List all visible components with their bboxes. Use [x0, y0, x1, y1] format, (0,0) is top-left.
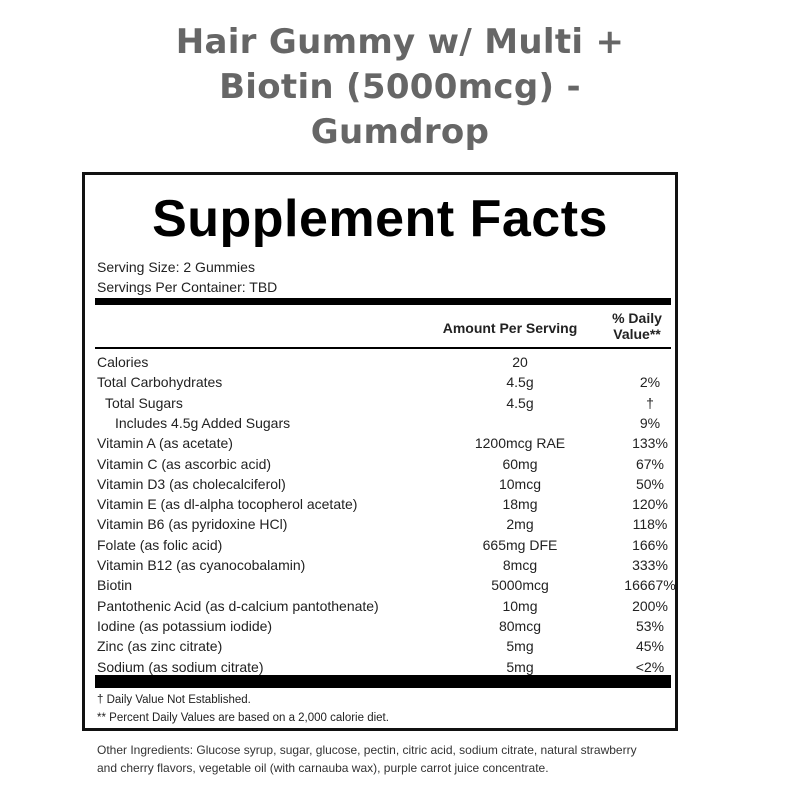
- nutrient-row: Total Carbohydrates 4.5g 2%: [97, 374, 675, 394]
- nutrient-amount: 2mg: [506, 516, 534, 533]
- amount-header: Amount Per Serving: [442, 320, 578, 336]
- nutrient-amount: 5mg: [506, 658, 534, 675]
- nutrient-amount: 80mcg: [498, 617, 542, 634]
- nutrient-daily-value: 16667%: [624, 577, 676, 594]
- nutrient-daily-value: 50%: [635, 475, 665, 492]
- nutrient-amount: 665mg DFE: [482, 536, 558, 553]
- nutrient-name: Calories: [97, 354, 149, 370]
- nutrient-row: Total Sugars 4.5g †: [97, 395, 675, 415]
- nutrient-name: Total Carbohydrates: [97, 374, 223, 391]
- servings-per-container: Servings Per Container: TBD: [97, 279, 278, 295]
- nutrient-amount: 60mg: [502, 455, 538, 472]
- nutrient-daily-value: 166%: [632, 536, 668, 553]
- nutrient-daily-value: 9%: [639, 414, 661, 431]
- nutrient-name: Biotin: [97, 577, 133, 594]
- nutrient-amount: 8mcg: [502, 557, 538, 573]
- nutrient-name: Iodine (as potassium iodide): [97, 617, 273, 634]
- nutrient-row: Calories 20: [97, 354, 675, 374]
- product-title: Hair Gummy w/ Multi + Biotin (5000mcg) -…: [175, 22, 625, 152]
- nutrient-daily-value: †: [646, 394, 654, 411]
- nutrient-daily-value: 333%: [632, 557, 668, 573]
- nutrient-name: Sodium (as sodium citrate): [97, 658, 264, 675]
- divider-thick: [95, 298, 671, 305]
- nutrient-daily-value: 200%: [632, 597, 668, 614]
- nutrient-amount: 5000mcg: [491, 577, 549, 594]
- nutrient-row: Vitamin E (as dl-alpha tocopherol acetat…: [97, 496, 675, 516]
- nutrient-daily-value: 67%: [635, 455, 665, 472]
- nutrient-row: Folate (as folic acid) 665mg DFE 166%: [97, 537, 675, 557]
- footnote-dagger: † Daily Value Not Established.: [97, 694, 251, 706]
- nutrient-daily-value: 53%: [635, 617, 665, 634]
- nutrient-name: Zinc (as zinc citrate): [97, 638, 223, 655]
- nutrient-daily-value: 133%: [632, 435, 668, 452]
- daily-value-header: % Daily Value**: [612, 310, 662, 342]
- nutrient-amount: 10mg: [502, 597, 538, 614]
- nutrient-name: Pantothenic Acid (as d-calcium pantothen…: [97, 597, 379, 614]
- serving-size: Serving Size: 2 Gummies: [97, 259, 255, 275]
- divider-thin: [95, 347, 671, 349]
- nutrient-row: Iodine (as potassium iodide) 80mcg 53%: [97, 618, 675, 638]
- nutrient-name: Folate (as folic acid): [97, 536, 223, 553]
- nutrient-row: Vitamin A (as acetate) 1200mcg RAE 133%: [97, 435, 675, 455]
- nutrient-amount: 4.5g: [506, 374, 534, 391]
- nutrient-name: Vitamin E (as dl-alpha tocopherol acetat…: [97, 496, 358, 513]
- nutrient-row: Sodium (as sodium citrate) 5mg <2%: [97, 659, 675, 679]
- nutrient-row: Includes 4.5g Added Sugars 9%: [97, 415, 675, 435]
- nutrient-name: Vitamin B6 (as pyridoxine HCl): [97, 516, 288, 533]
- nutrient-daily-value: 2%: [639, 374, 661, 391]
- panel-heading: Supplement Facts: [152, 190, 608, 248]
- footnote-daily-value: ** Percent Daily Values are based on a 2…: [97, 712, 389, 724]
- nutrient-daily-value: 118%: [632, 516, 668, 533]
- nutrient-amount: 10mcg: [498, 475, 542, 492]
- nutrient-row: Biotin 5000mcg 16667%: [97, 577, 676, 597]
- nutrient-row: Vitamin D3 (as cholecalciferol) 10mcg 50%: [97, 476, 675, 496]
- nutrient-name: Vitamin D3 (as cholecalciferol): [97, 475, 286, 492]
- supplement-facts-panel: Supplement Facts Serving Size: 2 Gummies…: [82, 172, 678, 731]
- other-ingredients: Other Ingredients: Glucose syrup, sugar,…: [97, 743, 637, 775]
- nutrient-daily-value: <2%: [635, 658, 665, 675]
- nutrient-row: Vitamin C (as ascorbic acid) 60mg 67%: [97, 456, 675, 476]
- nutrient-amount: 20: [512, 354, 528, 370]
- nutrient-row: Vitamin B6 (as pyridoxine HCl) 2mg 118%: [97, 516, 675, 536]
- nutrient-row: Zinc (as zinc citrate) 5mg 45%: [97, 638, 675, 658]
- nutrient-row: Pantothenic Acid (as d-calcium pantothen…: [97, 598, 675, 618]
- nutrient-amount: 4.5g: [506, 394, 534, 411]
- nutrient-daily-value: 45%: [635, 638, 665, 655]
- nutrient-row: Vitamin B12 (as cyanocobalamin) 8mcg 333%: [97, 557, 675, 577]
- nutrient-name: Vitamin A (as acetate): [97, 435, 233, 452]
- nutrient-name: Vitamin B12 (as cyanocobalamin): [97, 557, 306, 573]
- nutrient-amount: 18mg: [502, 496, 538, 513]
- nutrient-amount: 1200mcg RAE: [474, 435, 566, 452]
- nutrient-daily-value: 120%: [632, 496, 668, 513]
- divider-thick-bottom: [95, 675, 671, 688]
- nutrient-amount: 5mg: [506, 638, 534, 655]
- nutrient-name: Includes 4.5g Added Sugars: [115, 414, 291, 431]
- nutrient-name: Total Sugars: [105, 394, 183, 411]
- nutrient-name: Vitamin C (as ascorbic acid): [97, 455, 272, 472]
